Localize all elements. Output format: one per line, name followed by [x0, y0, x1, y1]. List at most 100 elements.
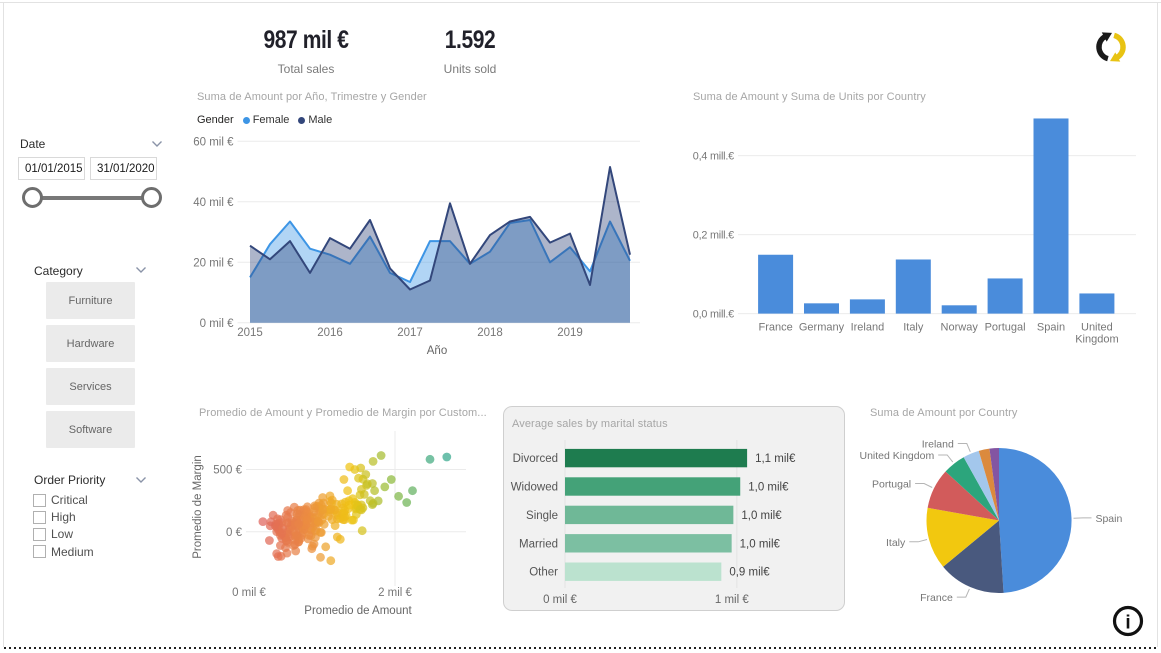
- refresh-icon-black-arc: [1096, 33, 1109, 62]
- scatter-point[interactable]: [442, 452, 452, 462]
- scatter-point[interactable]: [335, 534, 345, 544]
- scatter-point[interactable]: [354, 473, 363, 483]
- scatter-point[interactable]: [282, 536, 292, 545]
- bar-norway[interactable]: [941, 305, 977, 314]
- hbar-divorced[interactable]: [565, 448, 748, 468]
- bar-united-kingdom[interactable]: [1079, 293, 1115, 314]
- checkbox-critical[interactable]: [33, 493, 46, 507]
- scatter-point[interactable]: [310, 503, 320, 513]
- category-slicer-chevron-icon[interactable]: [135, 266, 147, 274]
- order-priority-item-high[interactable]: High: [33, 510, 76, 524]
- date-end-input[interactable]: [90, 157, 157, 180]
- scatter-point[interactable]: [345, 462, 355, 472]
- scatter-point[interactable]: [326, 556, 336, 566]
- date-slider-track[interactable]: [33, 196, 152, 200]
- scatter-point[interactable]: [318, 493, 328, 502]
- hbar-widowed[interactable]: [565, 477, 741, 496]
- scatter-point[interactable]: [321, 542, 331, 552]
- scatter-point[interactable]: [326, 504, 336, 514]
- hbar-married[interactable]: [565, 534, 732, 553]
- scatter-point[interactable]: [292, 509, 302, 519]
- scatter-point[interactable]: [357, 526, 367, 536]
- scatter-point[interactable]: [380, 482, 390, 492]
- scatter-point[interactable]: [340, 512, 349, 522]
- pie-slice-spain[interactable]: [999, 448, 1072, 593]
- area-fill-female[interactable]: [250, 220, 630, 323]
- category-button-furniture[interactable]: Furniture: [46, 282, 135, 319]
- scatter-point[interactable]: [303, 515, 312, 525]
- date-start-input[interactable]: [18, 157, 85, 180]
- hbar-other[interactable]: [565, 562, 722, 581]
- scatter-point[interactable]: [318, 505, 328, 514]
- category-button-hardware[interactable]: Hardware: [46, 325, 135, 362]
- scatter-point[interactable]: [281, 543, 290, 552]
- checkbox-high[interactable]: [33, 510, 46, 524]
- bar-spain[interactable]: [1033, 118, 1069, 314]
- category-button-software[interactable]: Software: [46, 411, 135, 448]
- scatter-point[interactable]: [307, 544, 317, 554]
- bar-portugal[interactable]: [987, 278, 1023, 314]
- scatter-point[interactable]: [265, 536, 274, 545]
- date-slicer-chevron-icon[interactable]: [151, 140, 163, 148]
- scatter-point[interactable]: [341, 497, 350, 507]
- category-button-services[interactable]: Services: [46, 368, 135, 405]
- scatter-point[interactable]: [386, 475, 396, 484]
- scatter-point[interactable]: [292, 531, 301, 540]
- scatter-point[interactable]: [359, 490, 369, 499]
- scatter-point[interactable]: [276, 531, 285, 540]
- scatter-point[interactable]: [368, 457, 378, 466]
- pie-slice-ireland[interactable]: [963, 450, 999, 521]
- scatter-point[interactable]: [408, 486, 417, 496]
- scatter-point[interactable]: [340, 506, 349, 515]
- pie-slice-italy[interactable]: [926, 507, 999, 567]
- order-priority-slicer-chevron-icon[interactable]: [135, 476, 147, 484]
- scatter-point[interactable]: [370, 486, 379, 496]
- pie-slice-united-kingdom[interactable]: [945, 457, 999, 521]
- scatter-point[interactable]: [339, 475, 349, 484]
- legend-item-female[interactable]: Female: [242, 114, 289, 126]
- pie-slice-germany[interactable]: [978, 448, 999, 521]
- scatter-point[interactable]: [425, 454, 435, 464]
- scatter-point[interactable]: [330, 521, 340, 530]
- pie-slice-portugal[interactable]: [927, 471, 999, 521]
- bar-italy[interactable]: [895, 259, 931, 314]
- scatter-point[interactable]: [313, 517, 323, 527]
- scatter-point[interactable]: [258, 517, 268, 526]
- legend-item-male[interactable]: Male: [298, 114, 332, 126]
- order-priority-item-low[interactable]: Low: [33, 527, 73, 541]
- order-priority-item-critical[interactable]: Critical: [33, 493, 88, 507]
- date-slider-handle-start[interactable]: [22, 187, 43, 208]
- scatter-point[interactable]: [278, 523, 287, 533]
- info-icon[interactable]: i: [1111, 604, 1145, 638]
- pie-slice-france[interactable]: [943, 520, 1004, 594]
- scatter-point[interactable]: [365, 496, 375, 506]
- scatter-point[interactable]: [294, 519, 303, 529]
- checkbox-medium[interactable]: [33, 545, 46, 559]
- scatter-point[interactable]: [402, 498, 412, 507]
- scatter-point[interactable]: [272, 549, 282, 559]
- scatter-point[interactable]: [304, 531, 314, 540]
- scatter-point[interactable]: [343, 486, 352, 496]
- hbar-single[interactable]: [565, 505, 734, 525]
- refresh-icon[interactable]: [1089, 25, 1133, 69]
- scatter-point[interactable]: [325, 491, 335, 501]
- date-slider-handle-end[interactable]: [141, 187, 162, 208]
- bar-ireland[interactable]: [849, 299, 885, 314]
- pie-slice-norway[interactable]: [989, 448, 999, 521]
- scatter-point[interactable]: [394, 491, 403, 501]
- scatter-point[interactable]: [376, 451, 386, 460]
- scatter-point[interactable]: [361, 470, 371, 479]
- checkbox-low[interactable]: [33, 527, 46, 541]
- scatter-point[interactable]: [362, 479, 372, 489]
- bar-france[interactable]: [758, 254, 794, 314]
- area-line-male[interactable]: [249, 166, 631, 291]
- scatter-point[interactable]: [324, 511, 333, 521]
- scatter-point[interactable]: [355, 505, 365, 514]
- scatter-point[interactable]: [316, 528, 325, 537]
- scatter-point[interactable]: [289, 541, 298, 550]
- bar-germany[interactable]: [804, 303, 839, 314]
- scatter-point[interactable]: [316, 552, 325, 562]
- scatter-point[interactable]: [349, 515, 358, 525]
- x-axis-tick-label: 2019: [557, 327, 583, 339]
- order-priority-item-medium[interactable]: Medium: [33, 545, 94, 559]
